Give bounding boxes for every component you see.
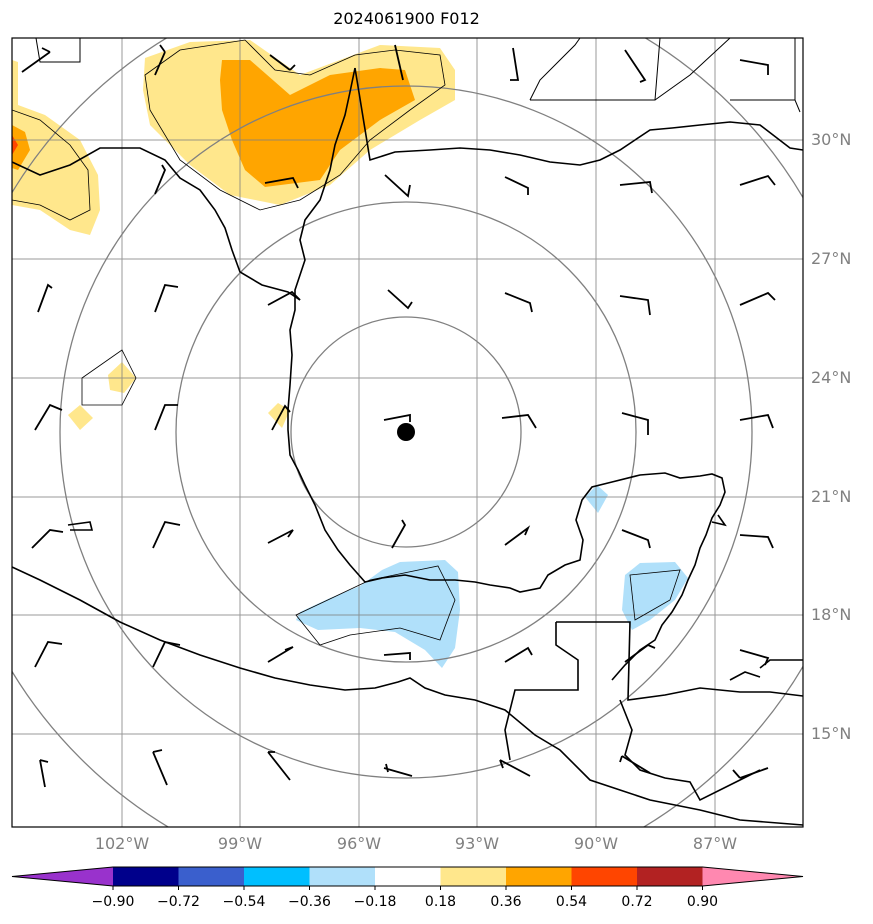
colorbar-tick-label: −0.54 <box>222 894 266 910</box>
lat-label-27n: 27°N <box>811 249 852 268</box>
colorbar <box>11 866 804 890</box>
lat-label-24n: 24°N <box>811 368 852 387</box>
colorbar-extend-low <box>12 867 113 886</box>
contour-outlines <box>12 39 681 646</box>
lat-label-18n: 18°N <box>811 605 852 624</box>
map-plot-area <box>12 38 803 827</box>
graticule <box>12 38 803 827</box>
colorbar-tick-label: 0.18 <box>424 894 457 910</box>
map-frame <box>11 37 804 828</box>
lon-label-96w: 96°W <box>336 834 382 853</box>
colorbar-tick-label: −0.72 <box>157 894 200 910</box>
colorbar-tick-label: 0.54 <box>555 894 588 910</box>
colorbar-tick-label: 0.36 <box>490 894 522 910</box>
colorbar-swatch <box>244 867 310 886</box>
lon-label-93w: 93°W <box>454 834 500 853</box>
colorbar-swatch <box>506 867 572 886</box>
range-rings <box>12 38 803 827</box>
storm-center-marker <box>397 423 415 441</box>
colorbar-tick-label: −0.18 <box>353 894 397 910</box>
colorbar-swatch <box>309 867 376 886</box>
lon-label-102w: 102°W <box>94 834 150 853</box>
colorbar-swatch <box>571 867 638 886</box>
lat-label-30n: 30°N <box>811 130 852 149</box>
colorbar-swatch <box>440 867 507 886</box>
lat-label-21n: 21°N <box>811 487 852 506</box>
coastlines <box>12 38 803 826</box>
colorbar-extend-high <box>702 867 803 886</box>
colorbar-tick-label: 0.90 <box>686 894 719 910</box>
colorbar-swatch <box>375 867 441 886</box>
colorbar-swatch <box>113 867 179 886</box>
map-title: 2024061900 F012 <box>333 9 480 28</box>
lon-label-99w: 99°W <box>217 834 263 853</box>
wind-barbs <box>21 44 776 788</box>
lat-label-15n: 15°N <box>811 724 852 743</box>
lon-label-87w: 87°W <box>692 834 738 853</box>
colorbar-tick-label: −0.36 <box>288 894 331 910</box>
colorbar-tick-label: −0.90 <box>91 894 135 910</box>
colorbar-swatch <box>178 867 245 886</box>
colorbar-swatch <box>637 867 703 886</box>
lon-label-90w: 90°W <box>573 834 619 853</box>
colorbar-tick-label: 0.72 <box>621 894 653 910</box>
